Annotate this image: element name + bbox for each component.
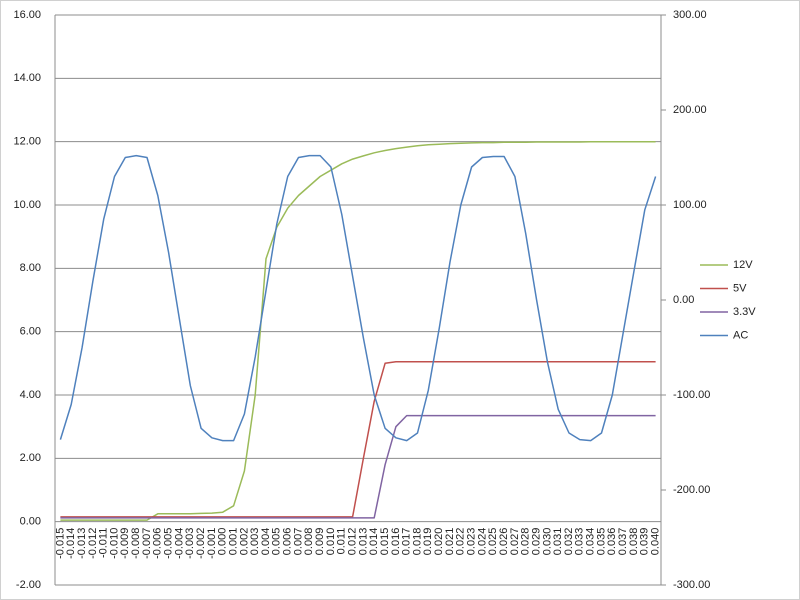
y2-tick-label: 100.00 xyxy=(673,199,707,211)
x-tick-label: 0.015 xyxy=(379,528,391,556)
y-tick-label: 14.00 xyxy=(13,72,41,84)
y2-tick-label: -200.00 xyxy=(673,484,710,496)
series-line xyxy=(60,361,656,518)
x-tick-label: 0.016 xyxy=(390,528,402,556)
x-tick-label: 0.031 xyxy=(552,528,564,556)
y-tick-label: 12.00 xyxy=(13,136,41,148)
x-tick-label: 0.039 xyxy=(639,528,651,556)
y-tick-label: 6.00 xyxy=(20,326,41,338)
x-tick-label: 0.035 xyxy=(595,528,607,556)
x-tick-label: 0.009 xyxy=(314,528,326,556)
x-tick-label: -0.005 xyxy=(163,528,175,559)
x-tick-label: -0.015 xyxy=(54,528,66,559)
series-line xyxy=(60,140,656,521)
y-tick-label: 0.00 xyxy=(20,516,41,528)
x-tick-label: -0.013 xyxy=(76,528,88,559)
x-tick-label: 0.019 xyxy=(422,528,434,556)
x-tick-label: 0.004 xyxy=(260,528,272,556)
x-tick-label: 0.012 xyxy=(346,528,358,556)
x-tick-label: 0.010 xyxy=(325,528,337,556)
x-tick-label: 0.021 xyxy=(444,528,456,556)
x-tick-label: 0.036 xyxy=(606,528,618,556)
x-tick-label: 0.024 xyxy=(476,528,488,556)
x-tick-label: 0.038 xyxy=(628,528,640,556)
x-tick-label: 0.008 xyxy=(303,528,315,556)
y-tick-label: -2.00 xyxy=(16,579,41,591)
x-tick-label: 0.020 xyxy=(433,528,445,556)
x-tick-label: 0.011 xyxy=(336,528,348,555)
x-tick-label: 0.040 xyxy=(649,528,661,556)
x-tick-label: 0.001 xyxy=(227,528,239,556)
x-tick-label: 0.006 xyxy=(282,528,294,556)
y-tick-label: 8.00 xyxy=(20,262,41,274)
x-tick-label: -0.012 xyxy=(87,528,99,559)
x-tick-label: 0.037 xyxy=(617,528,629,556)
x-tick-label: -0.014 xyxy=(65,528,77,559)
x-tick-label: 0.030 xyxy=(541,528,553,556)
x-tick-label: -0.003 xyxy=(184,528,196,559)
y2-tick-label: 0.00 xyxy=(673,294,694,306)
x-tick-label: 0.029 xyxy=(530,528,542,556)
x-tick-label: 0.013 xyxy=(357,528,369,556)
legend-label: 3.3V xyxy=(733,306,756,318)
y2-tick-label: -100.00 xyxy=(673,389,710,401)
x-tick-label: 0.017 xyxy=(401,528,413,556)
x-tick-label: 0.000 xyxy=(217,528,229,556)
x-tick-label: 0.032 xyxy=(563,528,575,556)
x-tick-label: -0.002 xyxy=(195,528,207,559)
x-tick-label: -0.011 xyxy=(98,528,110,558)
x-tick-label: 0.023 xyxy=(466,528,478,556)
x-tick-label: 0.002 xyxy=(238,528,250,556)
series-line xyxy=(59,154,657,442)
x-tick-label: 0.033 xyxy=(574,528,586,556)
x-tick-label: -0.001 xyxy=(206,528,218,559)
x-tick-label: 0.026 xyxy=(498,528,510,556)
x-tick-label: 0.003 xyxy=(249,528,261,556)
x-tick-label: -0.008 xyxy=(130,528,142,559)
x-tick-label: 0.025 xyxy=(487,528,499,556)
legend-label: 5V xyxy=(733,282,747,294)
x-tick-label: 0.022 xyxy=(455,528,467,556)
series-line xyxy=(60,414,656,519)
x-tick-label: 0.018 xyxy=(411,528,423,556)
x-tick-label: 0.028 xyxy=(520,528,532,556)
x-tick-label: -0.006 xyxy=(152,528,164,559)
x-tick-label: -0.004 xyxy=(173,528,185,559)
x-tick-label: 0.007 xyxy=(292,528,304,556)
x-tick-label: 0.034 xyxy=(585,528,597,556)
y2-tick-label: 200.00 xyxy=(673,104,707,116)
x-tick-label: 0.014 xyxy=(368,528,380,556)
legend-label: AC xyxy=(733,329,748,341)
y-tick-label: 16.00 xyxy=(13,9,41,21)
x-tick-label: -0.009 xyxy=(119,528,131,559)
x-tick-label: -0.007 xyxy=(141,528,153,559)
y-tick-label: 4.00 xyxy=(20,389,41,401)
x-tick-label: 0.027 xyxy=(509,528,521,556)
y2-tick-label: -300.00 xyxy=(673,579,710,591)
x-tick-label: -0.010 xyxy=(108,528,120,559)
legend-label: 12V xyxy=(733,259,753,271)
y2-tick-label: 300.00 xyxy=(673,9,707,21)
x-tick-label: 0.005 xyxy=(271,528,283,556)
y-tick-label: 10.00 xyxy=(13,199,41,211)
y-tick-label: 2.00 xyxy=(20,452,41,464)
